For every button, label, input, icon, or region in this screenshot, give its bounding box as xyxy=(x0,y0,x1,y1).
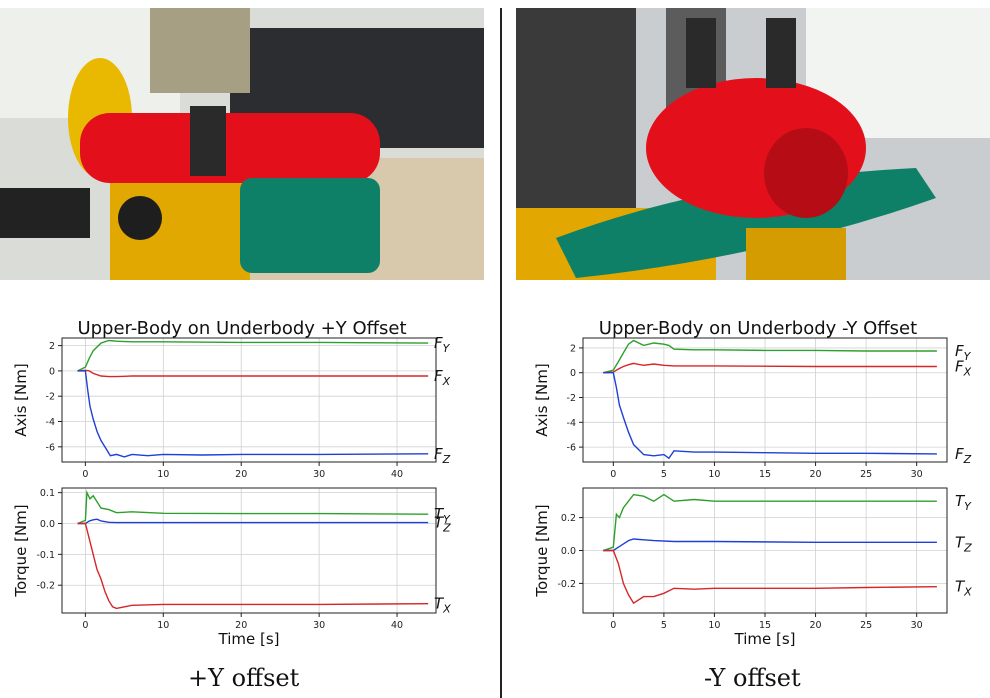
plot-frame xyxy=(61,487,437,614)
x-tick-label: 40 xyxy=(391,620,403,631)
series-line-f-y xyxy=(77,339,429,372)
photo-plus-y-offset xyxy=(0,8,484,280)
photo-minus-y-offset xyxy=(516,8,990,280)
x-tick-label: 10 xyxy=(157,620,169,631)
y-tick-label: -2 xyxy=(46,392,55,403)
series-line-t-z xyxy=(77,518,429,525)
x-tick-label: 15 xyxy=(759,620,771,631)
y-tick-label: -0.2 xyxy=(557,579,576,590)
x-tick-label: 25 xyxy=(860,620,872,631)
end-label-t-x: TX xyxy=(434,595,451,616)
y-tick-label: -4 xyxy=(46,417,55,428)
x-axis-label: Time [s] xyxy=(218,630,280,648)
x-tick-label: 0 xyxy=(610,469,616,480)
y-tick-label: -0.2 xyxy=(36,581,55,592)
x-tick-label: 5 xyxy=(661,620,667,631)
x-tick-label: 30 xyxy=(911,620,923,631)
y-tick-label: 2 xyxy=(49,341,55,352)
y-tick-label: -4 xyxy=(567,418,576,429)
chart-title: Upper-Body on Underbody +Y Offset xyxy=(77,318,406,339)
series-line-t-x xyxy=(603,549,937,605)
end-label-f-z: FZ xyxy=(955,445,972,466)
x-tick-label: 0 xyxy=(610,620,616,631)
x-tick-label: 20 xyxy=(235,620,247,631)
y-tick-label: -6 xyxy=(567,443,576,454)
x-tick-label: 10 xyxy=(157,469,169,480)
series-line-t-y xyxy=(77,489,429,525)
x-tick-label: 30 xyxy=(911,469,923,480)
series-line-f-x xyxy=(77,369,429,378)
y-axis-label: Torque [Nm] xyxy=(12,504,30,597)
y-tick-label: 0 xyxy=(570,368,576,379)
y-tick-label: -6 xyxy=(46,442,55,453)
y-tick-label: 0.1 xyxy=(40,488,55,499)
series-line-t-y xyxy=(602,493,937,552)
end-label-f-x: FX xyxy=(955,358,972,379)
y-axis-label: Torque [Nm] xyxy=(533,504,551,597)
panel-divider xyxy=(500,8,502,698)
x-tick-label: 20 xyxy=(810,620,822,631)
end-label-t-y: TY xyxy=(434,505,451,526)
series-line-f-z xyxy=(77,370,429,458)
series-line-f-x xyxy=(603,362,937,374)
x-tick-label: 25 xyxy=(860,469,872,480)
x-tick-label: 5 xyxy=(661,469,667,480)
series-line-t-z xyxy=(603,538,937,552)
series-line-f-z xyxy=(603,372,937,460)
x-tick-label: 0 xyxy=(82,469,88,480)
end-label-t-y: TY xyxy=(955,492,972,513)
y-axis-label: Axis [Nm] xyxy=(12,363,30,436)
chart-minus-y-offset: Upper-Body on Underbody -Y Offset 0 5 10 15 2… xyxy=(533,318,972,648)
x-tick-label: 20 xyxy=(235,469,247,480)
series-line-f-y xyxy=(603,339,937,374)
x-tick-label: 10 xyxy=(708,469,720,480)
y-tick-label: 0.2 xyxy=(561,513,576,524)
x-tick-label: 20 xyxy=(810,469,822,480)
end-label-f-y: FY xyxy=(434,334,451,355)
end-label-t-x: TX xyxy=(955,578,972,599)
caption-plus-y-offset: +Y offset xyxy=(188,664,300,692)
y-tick-label: -0.1 xyxy=(36,550,55,561)
y-tick-label: 0.0 xyxy=(561,546,576,557)
y-axis-label: Axis [Nm] xyxy=(533,363,551,436)
end-label-f-y: FY xyxy=(955,342,972,363)
end-label-f-x: FX xyxy=(434,367,451,388)
series-line-t-x xyxy=(77,522,429,610)
caption-minus-y-offset: -Y offset xyxy=(704,664,801,692)
x-axis-label: Time [s] xyxy=(734,630,796,648)
x-tick-label: 30 xyxy=(313,469,325,480)
chart-title: Upper-Body on Underbody -Y Offset xyxy=(599,318,917,339)
x-tick-label: 10 xyxy=(708,620,720,631)
y-tick-label: 2 xyxy=(570,343,576,354)
x-tick-label: 30 xyxy=(313,620,325,631)
end-label-t-z: TZ xyxy=(955,533,972,554)
x-tick-label: 0 xyxy=(82,620,88,631)
end-label-t-z: TZ xyxy=(434,514,451,535)
plot-frame xyxy=(61,337,437,463)
end-label-f-z: FZ xyxy=(434,445,451,466)
x-tick-label: 40 xyxy=(391,469,403,480)
x-tick-label: 15 xyxy=(759,469,771,480)
y-tick-label: -2 xyxy=(567,393,576,404)
y-tick-label: 0 xyxy=(49,366,55,377)
y-tick-label: 0.0 xyxy=(40,519,55,530)
